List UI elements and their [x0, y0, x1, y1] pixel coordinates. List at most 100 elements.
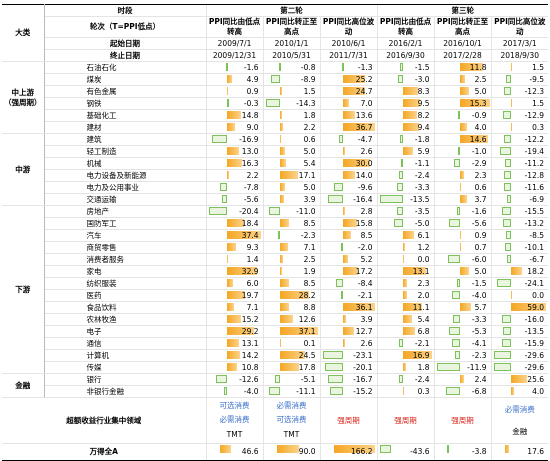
data-bar: [342, 171, 356, 179]
focus-list: 必需消费 金融: [492, 399, 548, 443]
table-row: 国防军工 18.4 8.5 15.8 -5.0 -5.6 -13.2: [2, 217, 548, 230]
data-bar: [459, 75, 465, 83]
value-cell: -20.4: [205, 205, 263, 218]
industry-name: 计算机: [44, 349, 206, 362]
start-date: 2017/3/1: [490, 37, 548, 50]
value-cell: -5.0: [376, 217, 434, 230]
value-cell: -29.6: [490, 361, 548, 374]
focus-cell: 必需消费 可选消费 TMT: [262, 397, 320, 444]
value-text: 0.1: [303, 338, 316, 348]
value-cell: -4.0: [433, 289, 491, 302]
value-cell: 9.5: [376, 97, 434, 110]
value-text: 6.1: [417, 230, 430, 240]
data-bar: [456, 207, 460, 215]
value-cell: -15.9: [490, 337, 548, 350]
value-cell: -1.0: [433, 145, 491, 158]
value-cell: -29.6: [490, 349, 548, 362]
value-text: -11.2: [524, 158, 544, 168]
value-text: 12.6: [298, 314, 316, 324]
value-text: 5.9: [417, 146, 430, 156]
group-name: 金融: [2, 373, 45, 398]
data-bar: [322, 351, 343, 359]
value-text: 2.3: [417, 278, 430, 288]
data-bar: [277, 231, 281, 239]
data-bar: [227, 279, 233, 287]
value-cell: -0.8: [262, 61, 320, 74]
value-cell: -5.1: [262, 373, 320, 386]
value-cell: -3.5: [376, 205, 434, 218]
data-bar: [501, 315, 512, 323]
group-name: 中游: [2, 133, 45, 206]
round-header: 第三轮: [376, 4, 548, 17]
value-cell: -14.3: [262, 97, 320, 110]
value-cell: -6.8: [433, 385, 491, 398]
data-bar: [449, 327, 460, 335]
data-bar: [504, 183, 512, 191]
data-bar: [342, 339, 346, 347]
focus-item: 必需消费: [276, 400, 307, 410]
data-bar: [403, 231, 414, 239]
focus-item: TMT: [226, 430, 243, 440]
data-bar: [208, 207, 228, 215]
table-row: 起始日期 2009/7/1 2010/1/1 2010/6/1 2016/2/1 2016…: [2, 37, 548, 50]
table-row: 有色金属 0.9 1.5 24.7 8.3 5.0 -12.3: [2, 85, 548, 98]
value-cell: 4.9: [205, 73, 263, 86]
value-text: 11.8: [469, 62, 487, 72]
value-text: -9.6: [357, 182, 373, 192]
focus-list: 必需消费 可选消费 TMT: [264, 399, 320, 443]
data-bar: [227, 75, 232, 83]
period-name: PPI同比由低点转高: [205, 16, 263, 38]
value-text: 7.0: [360, 98, 373, 108]
value-cell: -9.6: [319, 181, 377, 194]
data-bar: [227, 159, 243, 167]
data-bar: [329, 387, 343, 395]
data-bar: [280, 243, 288, 251]
data-bar: [457, 147, 460, 155]
value-text: 17.1: [298, 170, 316, 180]
data-bar: [496, 279, 512, 287]
value-text: 19.7: [241, 290, 259, 300]
value-cell: 14.8: [205, 109, 263, 122]
value-text: 7.1: [303, 242, 316, 252]
table-row: 轮次（T=PPI低点） PPI同比由低点转高 PPI同比转正至高点 PPI同比高位波动…: [2, 16, 548, 38]
data-bar: [379, 445, 391, 453]
value-text: -10.1: [524, 242, 544, 252]
value-cell: -3.0: [376, 73, 434, 86]
data-bar: [507, 255, 512, 263]
value-cell: 46.6: [205, 443, 263, 461]
data-bar: [403, 147, 414, 155]
table-row: 通信 13.1 0.1 2.6 -2.1 -4.1 -15.9: [2, 337, 548, 350]
data-bar: [511, 123, 512, 131]
value-cell: 11.8: [433, 61, 491, 74]
value-text: -1.5: [414, 62, 430, 72]
data-bar: [342, 75, 366, 83]
data-bar: [403, 291, 407, 299]
industry-name: 通信: [44, 337, 206, 350]
value-cell: 15.8: [319, 217, 377, 230]
value-text: -8.9: [300, 74, 316, 84]
data-bar: [211, 135, 228, 143]
data-bar: [507, 195, 512, 203]
value-cell: 14.6: [433, 133, 491, 146]
value-text: -15.2: [353, 386, 373, 396]
value-cell: 15.3: [433, 97, 491, 110]
value-cell: 5.0: [433, 85, 491, 98]
focus-cell: 可选消费 必需消费 TMT: [205, 397, 263, 444]
data-bar: [436, 363, 460, 371]
value-cell: 8.5: [262, 217, 320, 230]
value-text: 17.8: [298, 362, 316, 372]
data-bar: [506, 231, 512, 239]
value-text: 24.5: [298, 350, 316, 360]
value-cell: -15.5: [490, 205, 548, 218]
data-bar: [459, 99, 490, 107]
value-cell: -2.3: [433, 349, 491, 362]
value-text: 0.0: [417, 254, 430, 264]
value-text: 4.0: [532, 386, 544, 396]
data-bar: [453, 315, 460, 323]
value-cell: 17.6: [490, 443, 548, 461]
data-bar: [227, 171, 230, 179]
value-text: -43.6: [410, 447, 430, 456]
data-bar: [227, 243, 236, 251]
data-bar: [227, 351, 241, 359]
data-bar: [456, 279, 460, 287]
